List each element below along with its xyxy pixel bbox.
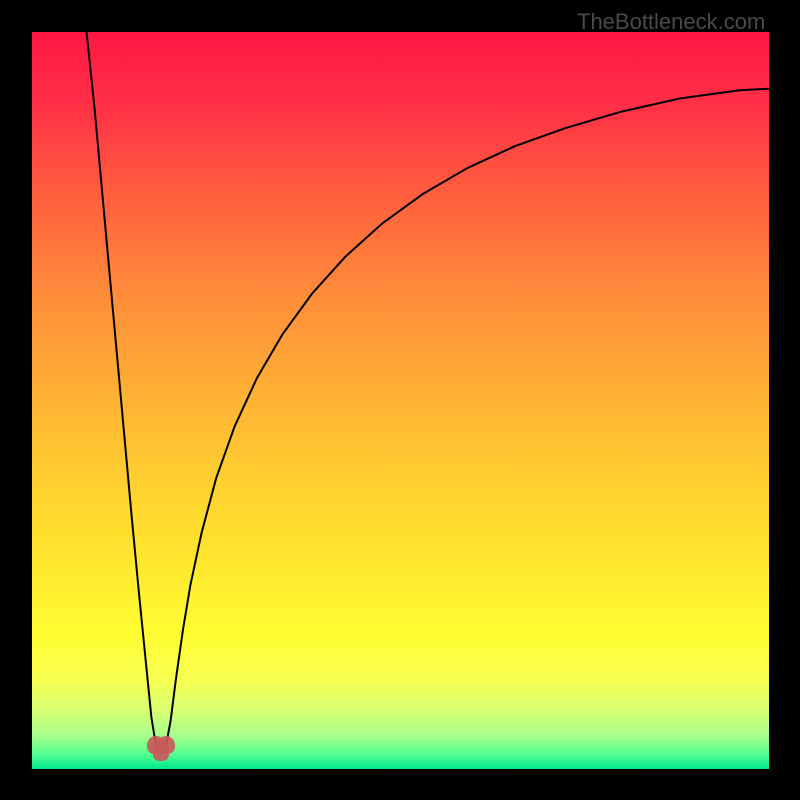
chart-container: TheBottleneck.com [0, 0, 800, 800]
plot-area [32, 32, 769, 769]
gradient-background [32, 32, 769, 769]
watermark-text: TheBottleneck.com [577, 9, 765, 35]
valley-marker [153, 745, 169, 761]
